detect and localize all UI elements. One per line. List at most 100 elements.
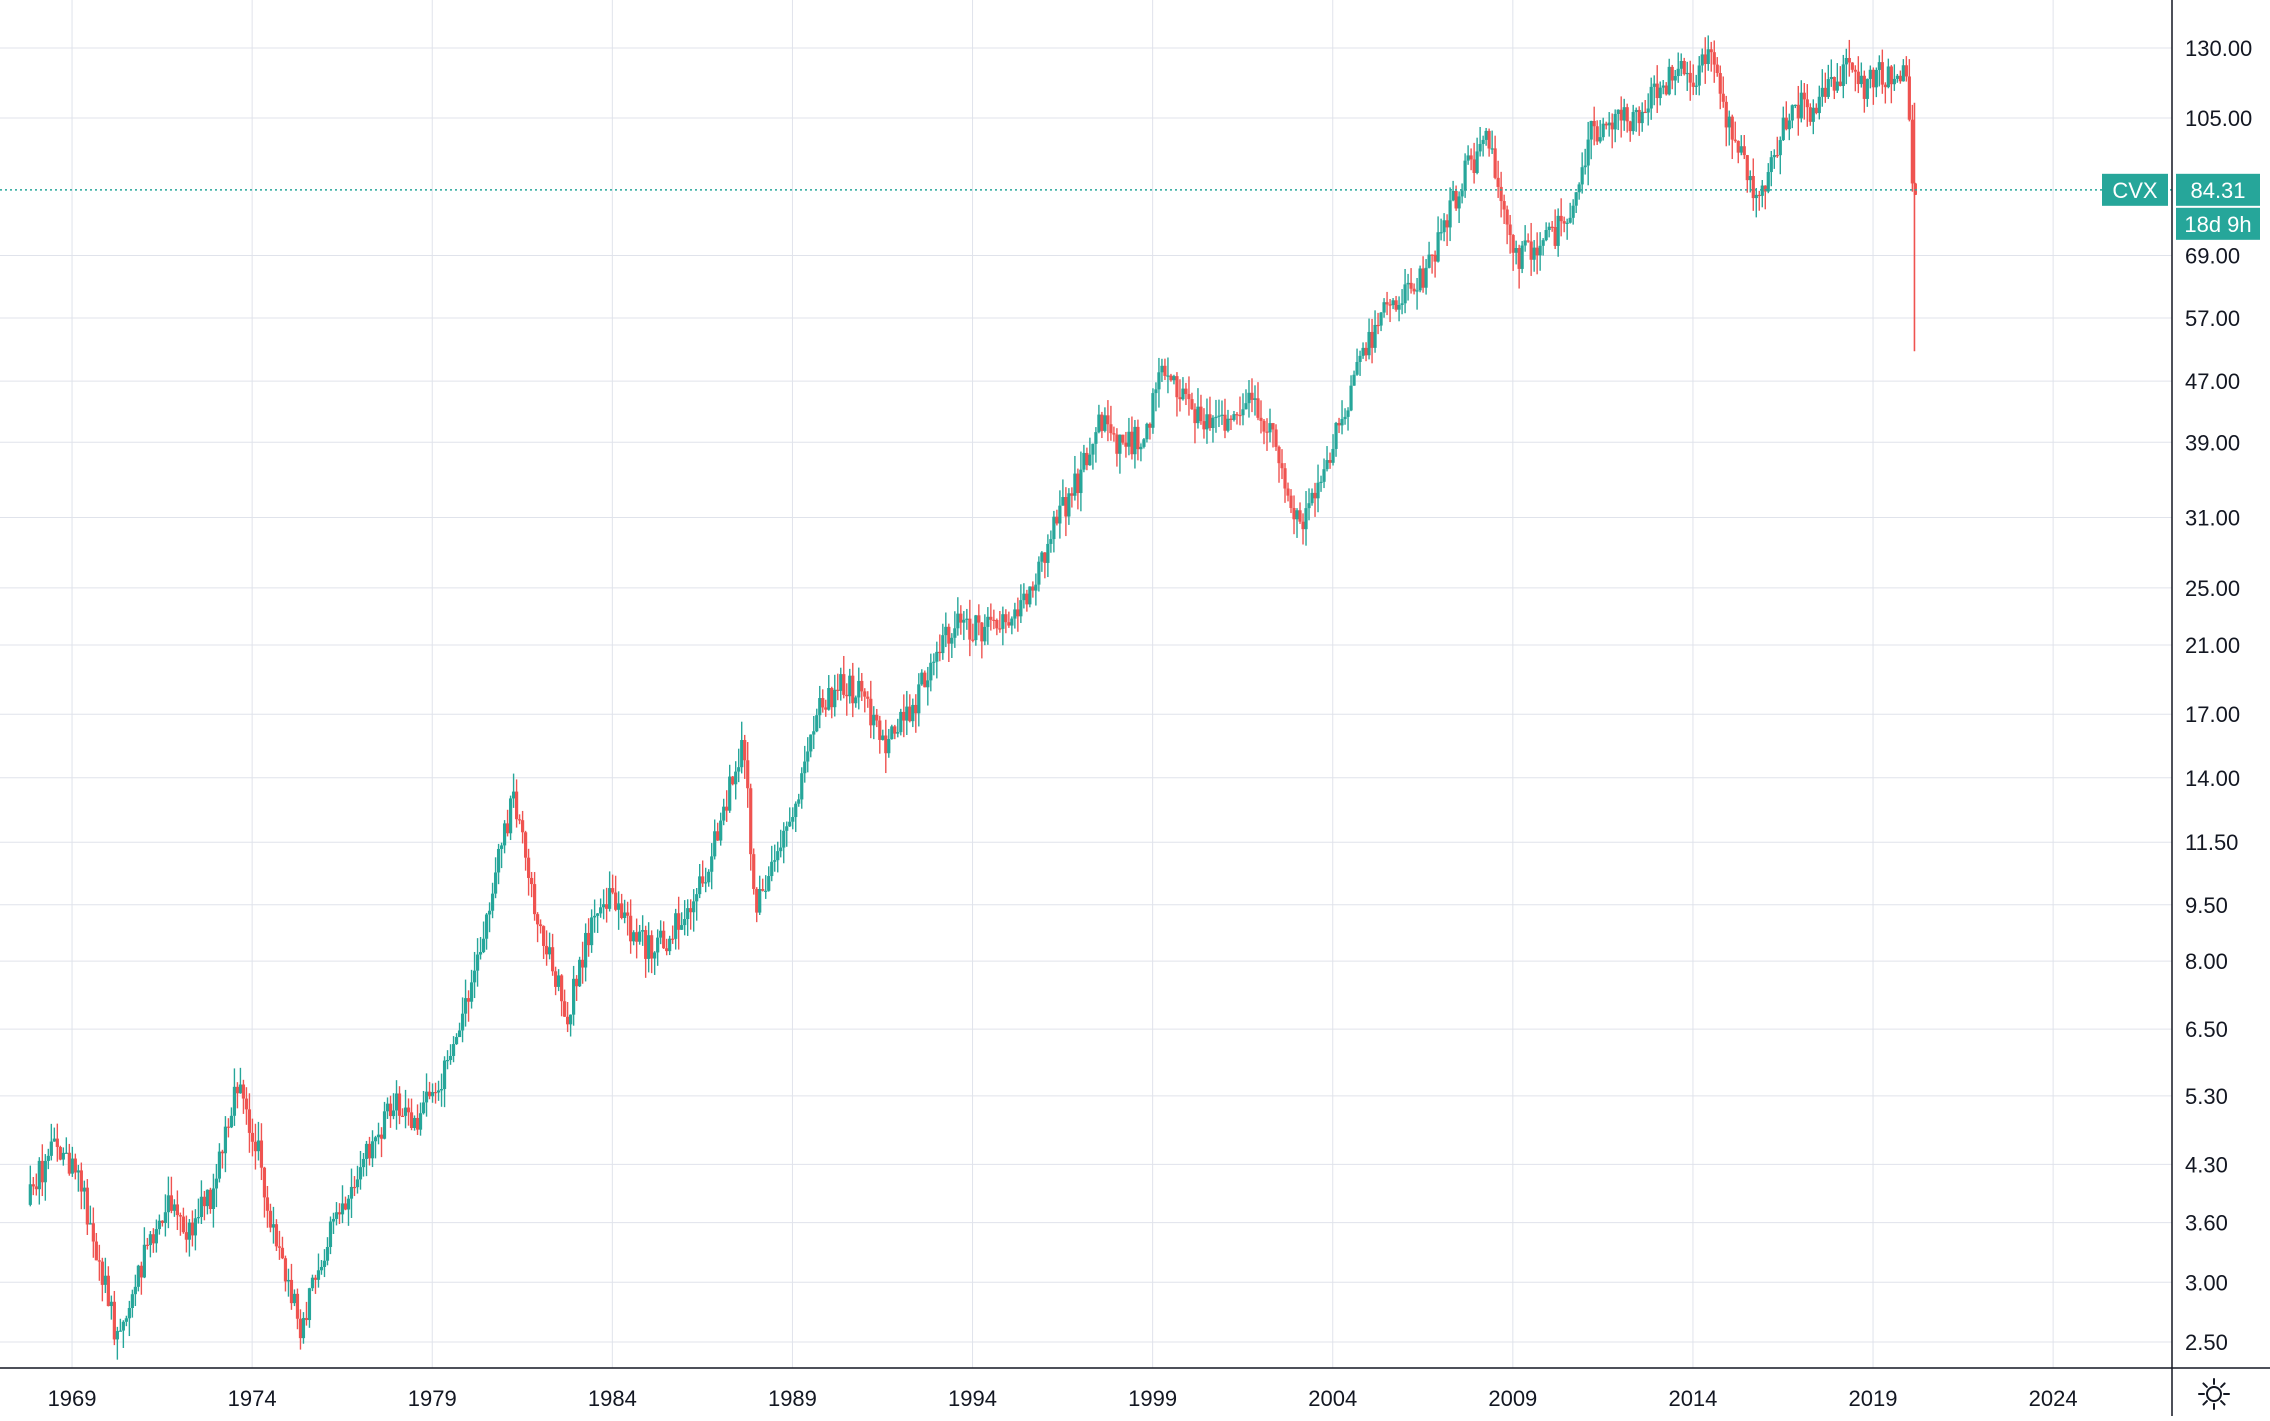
candle [1799, 80, 1803, 123]
candle [1400, 289, 1404, 315]
candle [1124, 431, 1128, 458]
candle [172, 1199, 176, 1217]
candle [1205, 398, 1209, 444]
candle [1349, 375, 1353, 412]
candle [773, 844, 777, 872]
candle [710, 843, 714, 890]
candle [875, 708, 879, 728]
candle [902, 694, 906, 738]
candle [1610, 113, 1614, 149]
candle [983, 614, 987, 646]
candle [1298, 502, 1302, 524]
candle [1841, 54, 1845, 99]
candle [430, 1083, 435, 1103]
candle [1070, 487, 1074, 508]
candle [1151, 388, 1155, 434]
candle [502, 820, 507, 854]
candle [1778, 136, 1782, 175]
candle [704, 867, 708, 893]
candle [725, 790, 729, 822]
candle [1793, 104, 1797, 109]
candle [1700, 48, 1704, 73]
candle [926, 666, 930, 706]
candle [998, 610, 1002, 633]
candle [944, 612, 948, 648]
candle [788, 807, 792, 827]
candle [812, 715, 816, 750]
candle [995, 618, 999, 636]
candle [1796, 85, 1800, 136]
candle [908, 694, 912, 723]
candle [1664, 82, 1668, 96]
chart-settings-icon[interactable] [2196, 1376, 2232, 1412]
x-tick-label: 1999 [1128, 1386, 1177, 1411]
candle [662, 921, 666, 949]
candle [1667, 58, 1671, 96]
candle [1013, 602, 1017, 629]
candle [1112, 426, 1116, 442]
candle [962, 611, 966, 641]
candle [205, 1189, 210, 1215]
candle [758, 875, 762, 916]
candle [253, 1123, 258, 1170]
x-tick-label: 1974 [228, 1386, 277, 1411]
price-axis[interactable]: 2.50 3.00 3.60 4.30 5.30 6.50 8.00 9.50 11.50 14.… [2185, 36, 2252, 1355]
candle [100, 1257, 104, 1302]
candle [980, 621, 984, 659]
candle [833, 674, 837, 717]
candle [1733, 121, 1737, 143]
candle [1877, 55, 1881, 87]
candle [181, 1207, 186, 1234]
candle [611, 874, 615, 895]
candle [1163, 358, 1167, 380]
candle [1586, 121, 1590, 186]
candle [1394, 295, 1398, 312]
candle [842, 655, 846, 699]
candle [514, 779, 519, 828]
candle [641, 915, 645, 946]
candle [1388, 298, 1392, 323]
candle [971, 623, 975, 643]
candle [1772, 149, 1776, 169]
candle [1520, 241, 1524, 274]
candle [1655, 65, 1659, 114]
candle [457, 1022, 462, 1038]
candle [1862, 70, 1866, 113]
candle [1592, 106, 1596, 146]
candle [1529, 222, 1533, 276]
candle [1574, 191, 1578, 213]
candle [1238, 396, 1242, 426]
candle [1559, 198, 1563, 237]
y-tick-label: 8.00 [2185, 949, 2228, 974]
candle [587, 918, 591, 957]
candle [352, 1176, 357, 1197]
candle [1442, 213, 1446, 242]
candle [1064, 487, 1068, 537]
candle [689, 899, 693, 930]
candle [713, 819, 717, 860]
candle [1421, 256, 1425, 293]
y-tick-label: 25.00 [2185, 576, 2240, 601]
candle [668, 935, 672, 956]
candle [160, 1220, 164, 1227]
candle [493, 857, 498, 899]
candle [364, 1140, 369, 1177]
y-tick-label: 57.00 [2185, 306, 2240, 331]
candle [1010, 616, 1014, 635]
candle [1160, 358, 1164, 382]
candle [1577, 182, 1581, 200]
candle [1001, 606, 1005, 646]
time-axis[interactable]: 1969 1974 1979 1984 1989 1994 1999 2004 2009 2014… [48, 1386, 2078, 1411]
candle [28, 1165, 32, 1207]
candle [1829, 59, 1833, 87]
candle [400, 1108, 405, 1118]
candle [1328, 452, 1332, 469]
candle [523, 830, 528, 871]
candle [310, 1274, 315, 1292]
candle [887, 728, 891, 758]
candle [938, 634, 942, 662]
candle [1685, 61, 1689, 91]
